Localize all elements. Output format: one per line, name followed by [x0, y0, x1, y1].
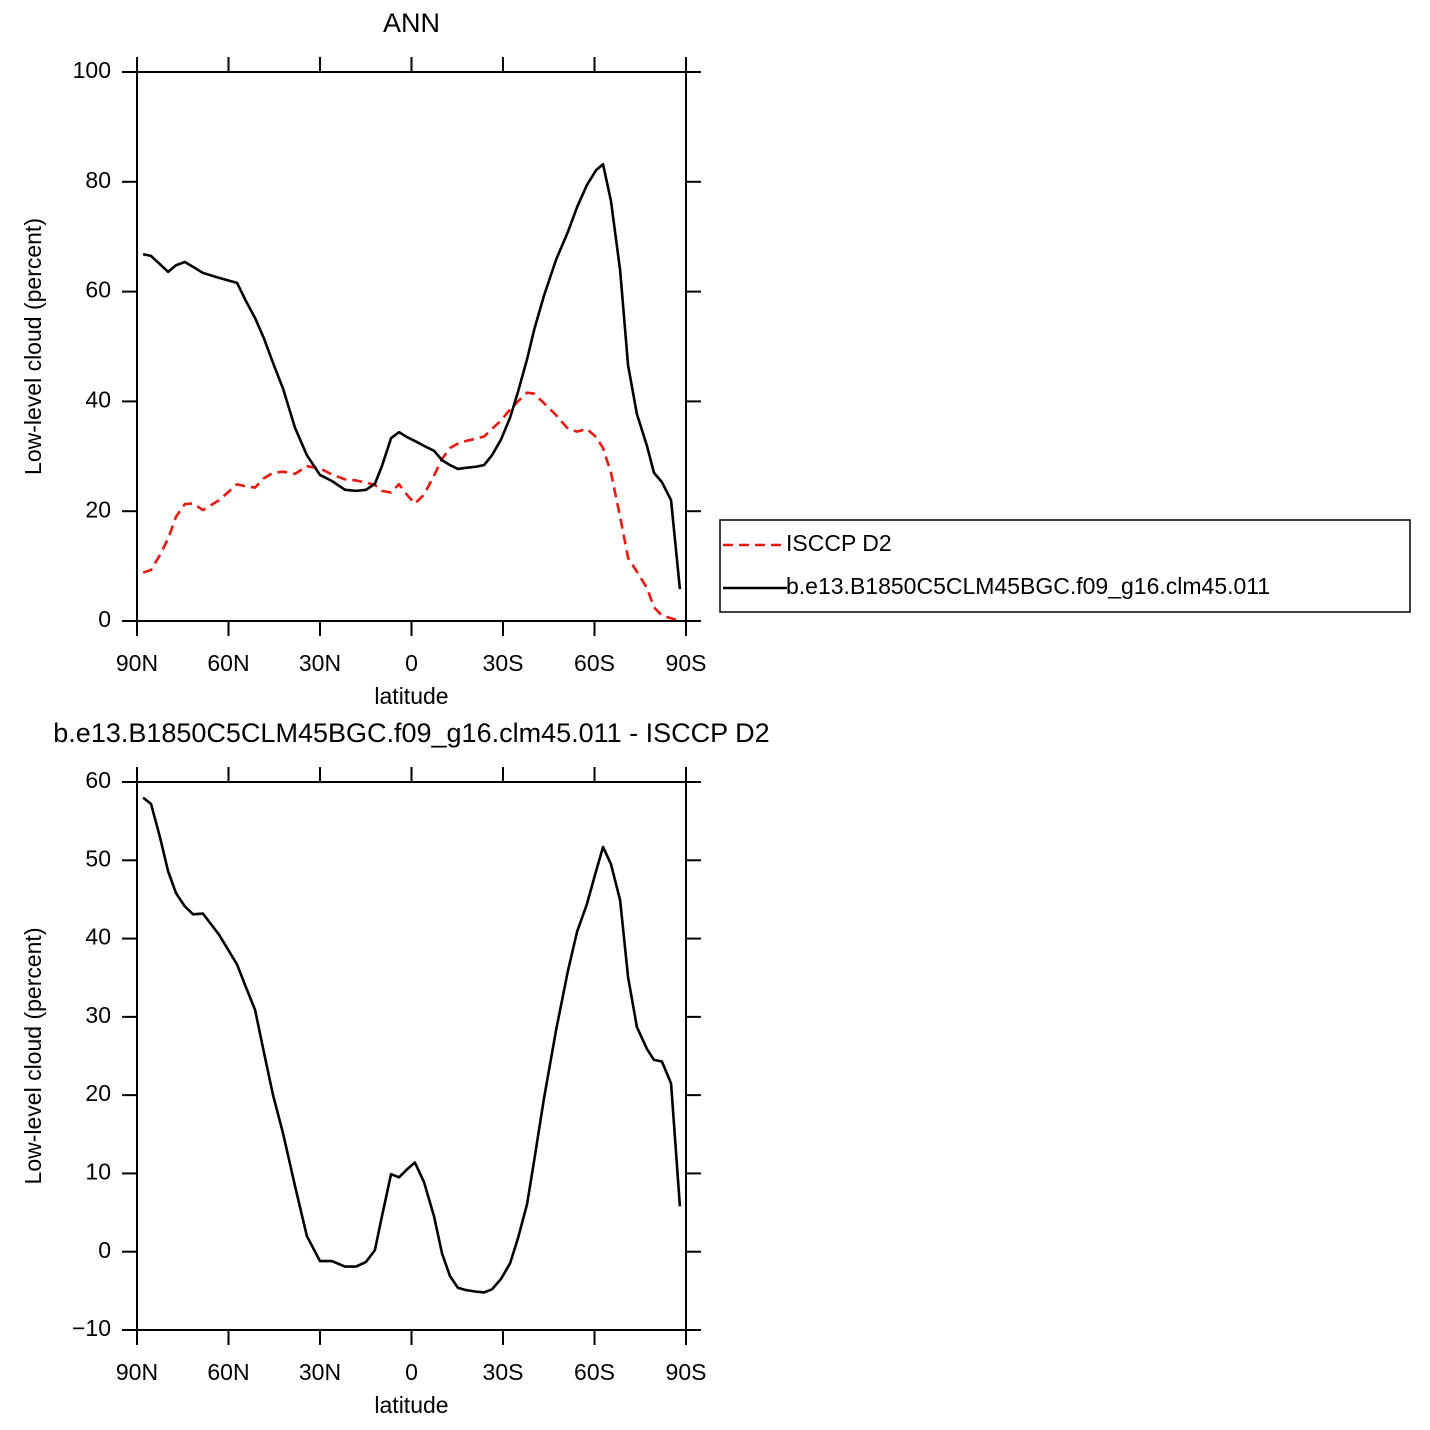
x-tick-label: 90N — [116, 1359, 158, 1385]
x-tick-label: 90S — [666, 650, 707, 676]
x-tick-label: 30N — [299, 650, 341, 676]
chart-title: ANN — [383, 8, 440, 38]
data-line — [142, 796, 682, 1294]
x-tick-label: 60S — [574, 1359, 615, 1385]
data-line — [142, 391, 681, 623]
x-tick-label: 30S — [483, 650, 524, 676]
y-tick-label: 10 — [85, 1159, 111, 1185]
x-tick-label: 90S — [666, 1359, 707, 1385]
y-tick-label: 40 — [85, 386, 111, 412]
y-tick-label: 20 — [85, 1080, 111, 1106]
x-axis-label: latitude — [374, 683, 448, 709]
x-tick-label: 90N — [116, 650, 158, 676]
y-tick-label: 30 — [85, 1002, 111, 1028]
y-tick-label: 40 — [85, 924, 111, 950]
x-tick-label: 0 — [405, 650, 418, 676]
y-tick-label: 60 — [85, 767, 111, 793]
x-tick-label: 30N — [299, 1359, 341, 1385]
y-tick-label: 0 — [98, 1237, 111, 1263]
y-tick-label: 60 — [85, 277, 111, 303]
x-tick-label: 0 — [405, 1359, 418, 1385]
legend-label: b.e13.B1850C5CLM45BGC.f09_g16.clm45.011 — [786, 573, 1270, 599]
plot-frame — [136, 71, 687, 622]
data-line — [142, 162, 682, 590]
y-tick-label: −10 — [72, 1315, 111, 1341]
chart-title: b.e13.B1850C5CLM45BGC.f09_g16.clm45.011 … — [53, 718, 769, 748]
x-tick-label: 30S — [483, 1359, 524, 1385]
y-axis-label: Low-level cloud (percent) — [20, 218, 46, 475]
y-tick-label: 20 — [85, 496, 111, 522]
x-tick-label: 60N — [207, 650, 249, 676]
legend-box — [719, 519, 1411, 613]
y-tick-label: 0 — [98, 606, 111, 632]
y-axis-label: Low-level cloud (percent) — [20, 928, 46, 1185]
plot-frame — [136, 781, 687, 1331]
y-tick-label: 80 — [85, 167, 111, 193]
y-tick-label: 100 — [73, 57, 111, 83]
x-tick-label: 60S — [574, 650, 615, 676]
x-axis-label: latitude — [374, 1392, 448, 1418]
x-tick-label: 60N — [207, 1359, 249, 1385]
legend-label: ISCCP D2 — [786, 530, 892, 556]
y-tick-label: 50 — [85, 845, 111, 871]
